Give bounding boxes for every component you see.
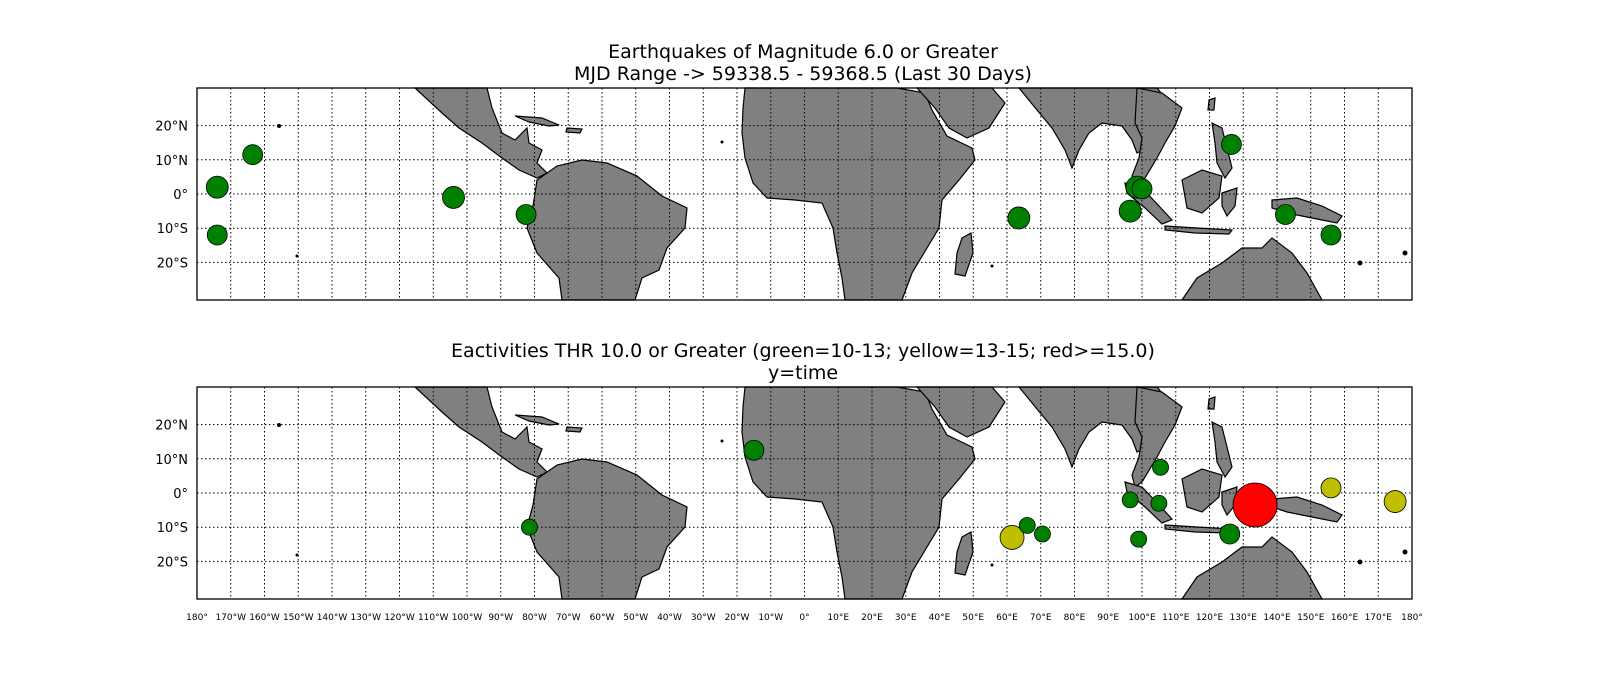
longitude-label: 30°W xyxy=(691,613,716,623)
longitude-label: 150°E xyxy=(1297,613,1325,623)
longitude-label: 60°W xyxy=(590,613,615,623)
latitude-label: 10°N xyxy=(155,453,188,468)
earthquake-marker xyxy=(1320,224,1342,246)
latitude-label: 10°N xyxy=(155,154,188,169)
eactivity-markers xyxy=(521,439,1407,550)
longitude-label: 40°E xyxy=(929,613,951,623)
earthquake-map xyxy=(196,87,1413,301)
bottom-panel-subtitle: y=time xyxy=(768,362,838,384)
eactivity-marker xyxy=(1383,490,1407,513)
longitude-label: 100°E xyxy=(1128,613,1156,623)
longitude-label: 40°W xyxy=(657,613,682,623)
eactivity-map xyxy=(196,386,1413,600)
longitude-label: 0° xyxy=(799,613,809,623)
graticule xyxy=(197,387,1412,599)
longitude-label: 160°E xyxy=(1331,613,1359,623)
longitude-label: 60°E xyxy=(996,613,1018,623)
longitude-label: 130°W xyxy=(350,613,381,623)
longitude-label: 110°W xyxy=(418,613,449,623)
top-panel-subtitle: MJD Range -> 59338.5 - 59368.5 (Last 30 … xyxy=(574,63,1032,85)
latitude-label: 0° xyxy=(173,188,188,203)
longitude-label: 120°W xyxy=(384,613,415,623)
earthquake-marker xyxy=(442,186,465,209)
eactivity-marker xyxy=(743,439,765,461)
eactivity-marker xyxy=(1150,494,1168,512)
longitude-label: 180° xyxy=(186,613,208,623)
longitude-label: 130°E xyxy=(1230,613,1258,623)
eactivity-marker xyxy=(1232,482,1278,528)
earthquake-marker xyxy=(1275,204,1296,225)
longitude-label: 50°W xyxy=(623,613,648,623)
longitude-label: 150°W xyxy=(283,613,314,623)
bottom-latitude-labels: 20°N 10°N 0° 10°S 20°S xyxy=(155,419,188,571)
eactivity-marker xyxy=(1034,525,1051,543)
longitude-label: 20°W xyxy=(725,613,750,623)
longitude-label: 10°W xyxy=(758,613,783,623)
longitude-label: 10°E xyxy=(827,613,849,623)
longitude-label: 140°W xyxy=(317,613,348,623)
longitude-label: 80°E xyxy=(1064,613,1086,623)
eactivity-marker xyxy=(1018,517,1036,534)
longitude-label: 140°E xyxy=(1263,613,1291,623)
longitude-label: 180° xyxy=(1401,613,1423,623)
earthquake-markers xyxy=(205,134,1342,246)
earthquake-marker xyxy=(1007,206,1031,230)
longitude-label: 160°W xyxy=(249,613,280,623)
latitude-label: 20°S xyxy=(157,555,188,570)
eactivity-marker xyxy=(1320,477,1342,499)
eactivity-marker xyxy=(1219,523,1241,545)
longitude-label: 120°E xyxy=(1196,613,1224,623)
latitude-label: 20°N xyxy=(155,419,188,434)
bottom-panel-title: Eactivities THR 10.0 or Greater (green=1… xyxy=(451,340,1155,362)
earthquake-marker xyxy=(242,144,264,166)
longitude-label: 170°E xyxy=(1365,613,1393,623)
longitude-label: 50°E xyxy=(962,613,984,623)
latitude-label: 0° xyxy=(173,487,188,502)
latitude-label: 10°S xyxy=(157,521,188,536)
eactivity-marker xyxy=(1121,491,1139,509)
eactivity-marker xyxy=(521,518,538,536)
eactivity-marker xyxy=(1152,458,1169,476)
latitude-label: 10°S xyxy=(157,222,188,237)
earthquake-marker xyxy=(515,204,537,225)
longitude-label: 90°W xyxy=(488,613,513,623)
longitude-labels: 180° 170°W 160°W 150°W 140°W 130°W 120°W 110°W 1… xyxy=(186,613,1423,623)
earthquake-marker xyxy=(1131,178,1153,200)
earthquake-marker xyxy=(205,175,229,199)
top-latitude-labels: 20°N 10°N 0° 10°S 20°S xyxy=(155,120,188,272)
longitude-label: 70°E xyxy=(1030,613,1052,623)
earthquake-marker xyxy=(1118,199,1142,223)
earthquake-marker xyxy=(206,224,228,246)
longitude-label: 170°W xyxy=(215,613,246,623)
longitude-label: 80°W xyxy=(522,613,547,623)
longitude-label: 20°E xyxy=(861,613,883,623)
graticule xyxy=(197,88,1412,300)
top-panel-title: Earthquakes of Magnitude 6.0 or Greater xyxy=(608,41,998,63)
longitude-label: 70°W xyxy=(556,613,581,623)
map-frame xyxy=(196,386,1413,600)
map-frame xyxy=(196,87,1413,301)
longitude-label: 110°E xyxy=(1162,613,1190,623)
eactivity-marker xyxy=(1130,530,1148,548)
longitude-label: 100°W xyxy=(452,613,483,623)
longitude-label: 90°E xyxy=(1097,613,1119,623)
eactivity-marker xyxy=(999,525,1025,550)
earthquake-marker xyxy=(1221,134,1242,155)
latitude-label: 20°N xyxy=(155,120,188,135)
longitude-label: 30°E xyxy=(895,613,917,623)
latitude-label: 20°S xyxy=(157,256,188,271)
